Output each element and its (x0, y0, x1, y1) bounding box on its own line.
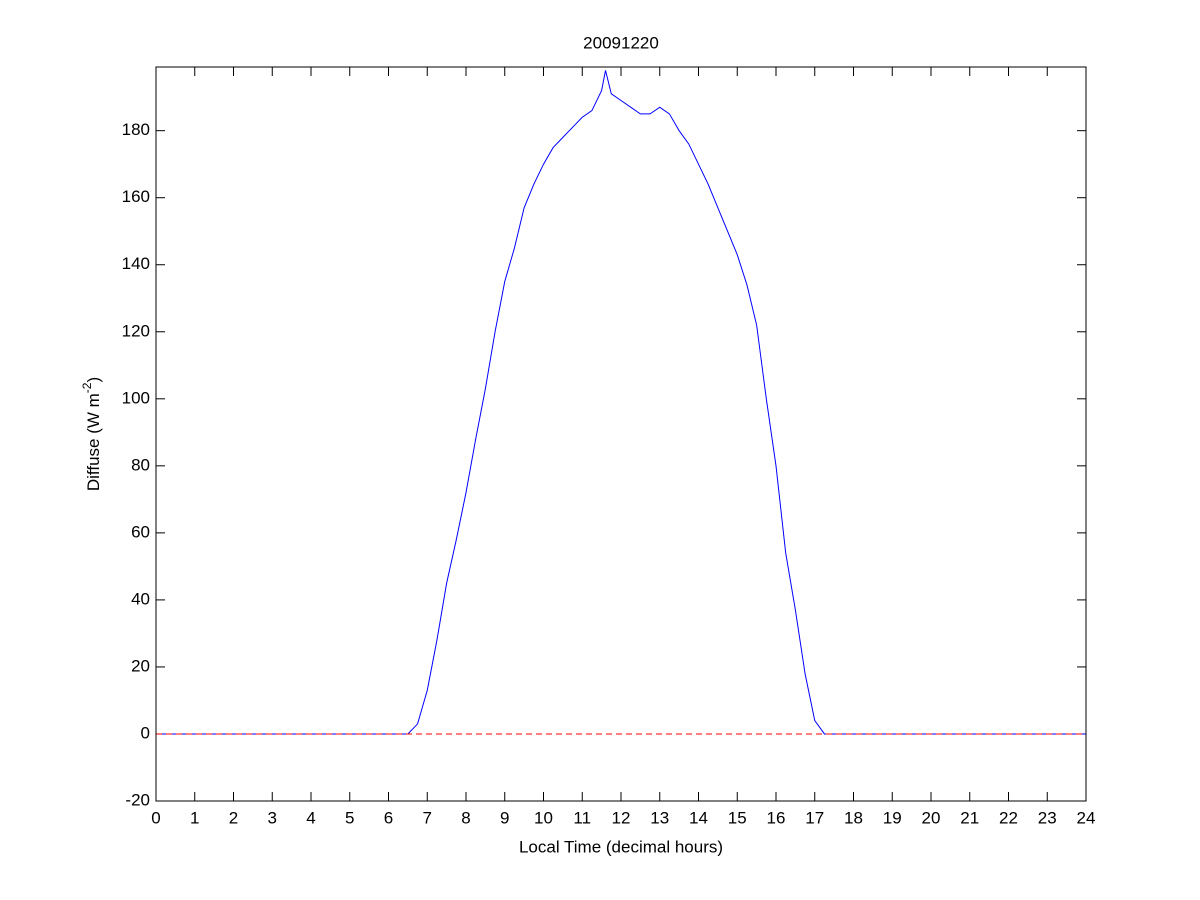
x-tick-label: 9 (500, 808, 509, 827)
x-tick-label: 2 (229, 808, 238, 827)
y-tick-label: 100 (122, 388, 150, 407)
x-tick-label: 1 (190, 808, 199, 827)
x-tick-label: 18 (844, 808, 863, 827)
y-axis-label-close: ) (84, 377, 103, 383)
y-tick-label: 140 (122, 254, 150, 273)
x-tick-label: 5 (345, 808, 354, 827)
x-tick-label: 16 (767, 808, 786, 827)
x-tick-label: 10 (534, 808, 553, 827)
y-tick-label: 180 (122, 120, 150, 139)
axes-box (155, 66, 1087, 802)
x-tick-label: 6 (384, 808, 393, 827)
y-tick-label: 40 (131, 589, 150, 608)
x-tick-label: 4 (306, 808, 315, 827)
x-tick-label: 14 (689, 808, 708, 827)
x-tick-label: 15 (728, 808, 747, 827)
x-tick-label: 13 (650, 808, 669, 827)
x-tick-label: 12 (612, 808, 631, 827)
x-tick-label: 0 (151, 808, 160, 827)
data-line (156, 70, 1086, 735)
x-tick-label: 3 (268, 808, 277, 827)
y-axis-label: Diffuse (W m-2) (80, 377, 103, 491)
y-tick-label: 0 (141, 723, 150, 742)
y-tick-label: 80 (131, 455, 150, 474)
x-tick-label: 22 (999, 808, 1018, 827)
x-tick-label: 8 (461, 808, 470, 827)
x-tick-label: 20 (922, 808, 941, 827)
x-tick-label: 17 (805, 808, 824, 827)
y-tick-label: -20 (125, 790, 150, 809)
y-axis-label-superscript: -2 (80, 382, 94, 393)
x-tick-label: 19 (883, 808, 902, 827)
x-tick-label: 23 (1038, 808, 1057, 827)
y-axis-label-text: Diffuse (W m (84, 393, 103, 491)
x-tick-label: 7 (423, 808, 432, 827)
chart-title: 20091220 (583, 33, 659, 52)
y-tick-label: 160 (122, 187, 150, 206)
y-tick-label: 120 (122, 321, 150, 340)
x-tick-label: 11 (573, 808, 591, 827)
y-tick-label: 60 (131, 522, 150, 541)
x-tick-label: 21 (960, 808, 979, 827)
x-tick-label: 24 (1077, 808, 1096, 827)
x-axis-label: Local Time (decimal hours) (519, 837, 723, 856)
y-tick-label: 20 (131, 656, 150, 675)
